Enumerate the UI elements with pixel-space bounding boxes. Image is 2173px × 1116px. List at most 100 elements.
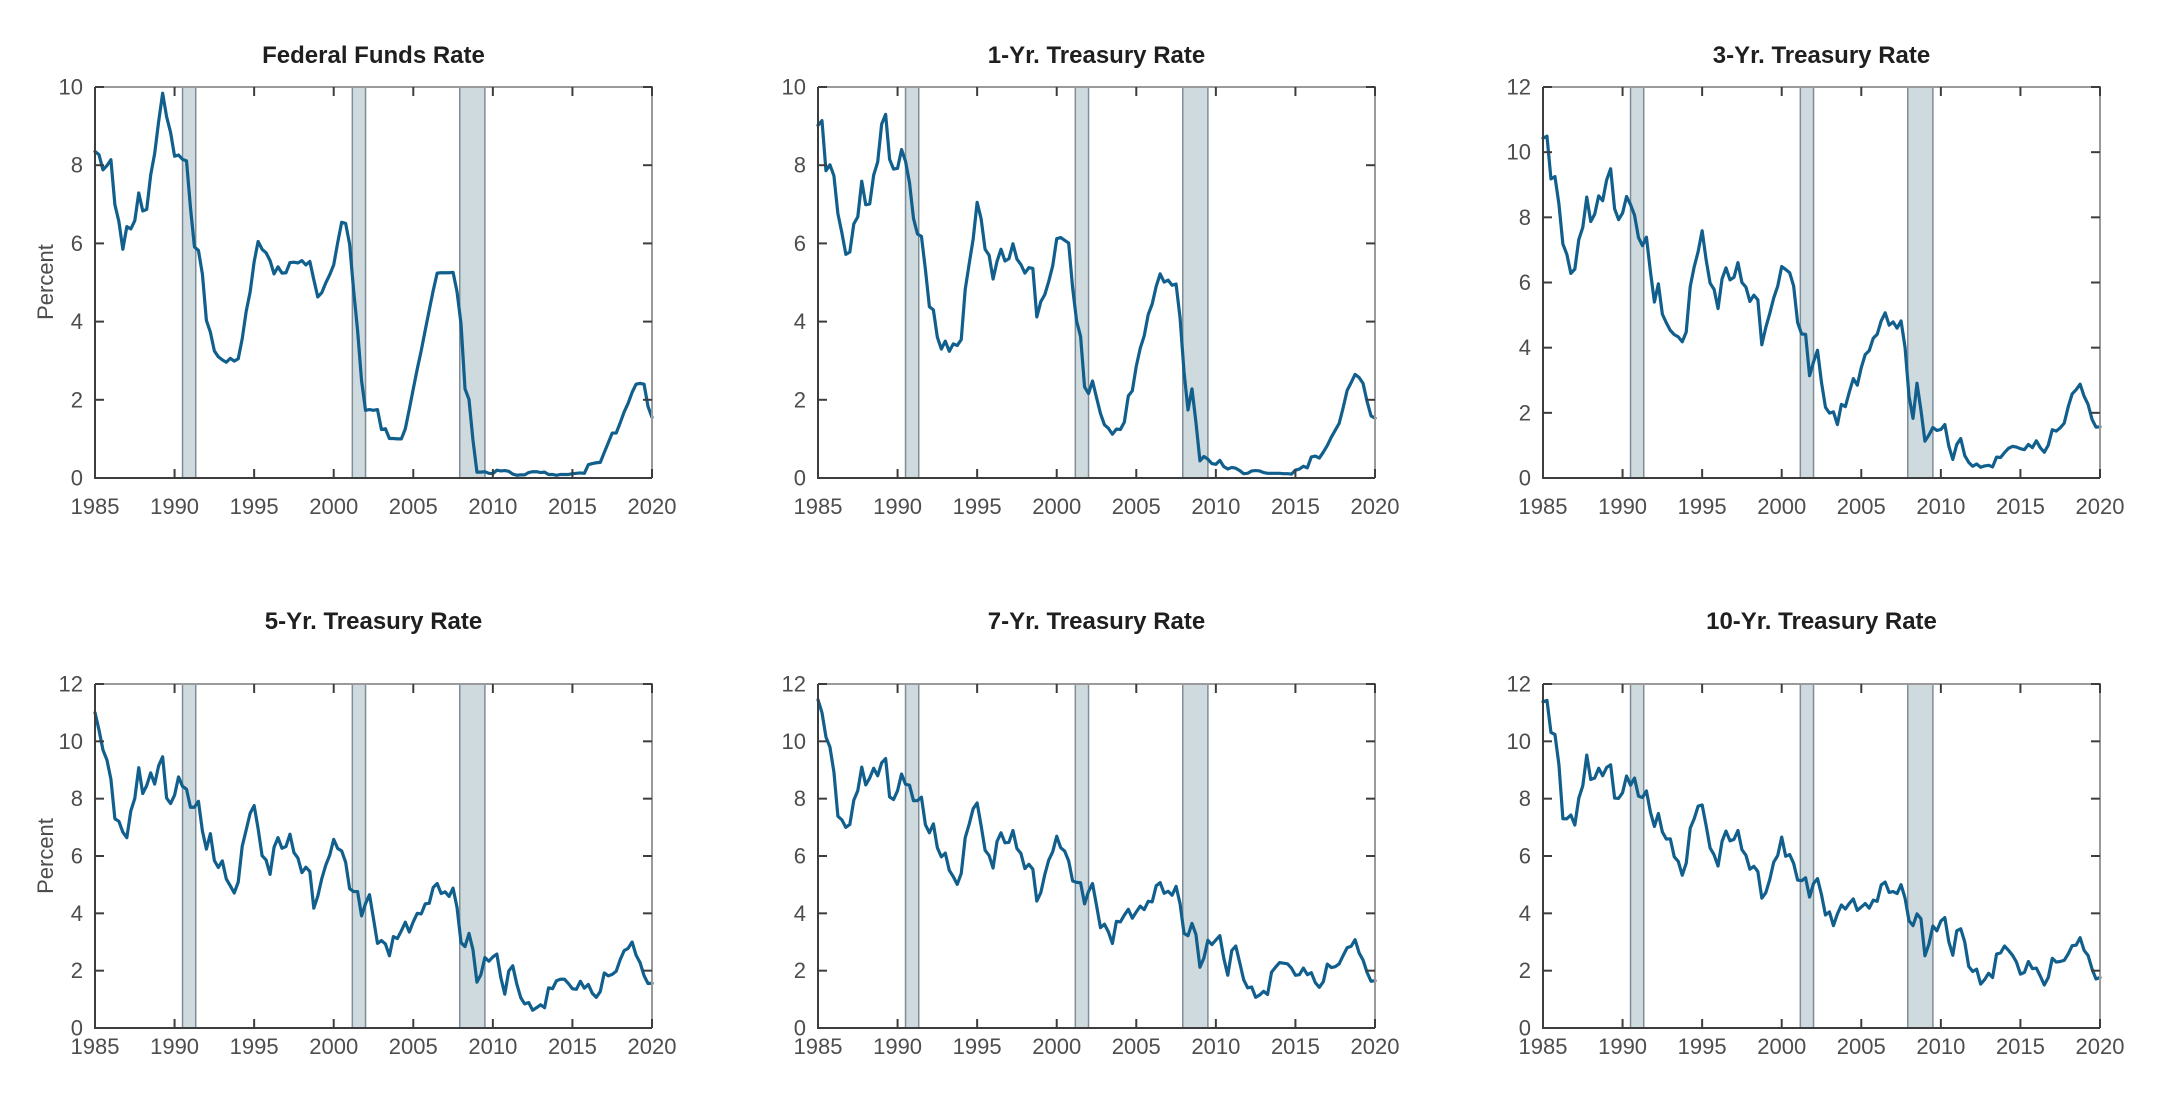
- plot-area-5yr-treasury: 1985 1990 1995 2000 2005 2010 2015 2020 0 2 4 6 8 10 1…: [59, 672, 677, 1059]
- x-tick-label: 2010: [468, 1034, 517, 1059]
- y-tick-label: 10: [782, 729, 806, 754]
- chart-title: Federal Funds Rate: [262, 42, 485, 69]
- x-tick-label: 2010: [468, 494, 517, 519]
- axes-box-top-right: [818, 683, 1376, 1028]
- y-tick-label: 6: [1519, 270, 1531, 295]
- x-tick-label: 1985: [71, 494, 120, 519]
- x-tick-label: 2020: [1351, 1034, 1400, 1059]
- x-tick-label: 2010: [1916, 494, 1965, 519]
- subplot-10yr-treasury-rate: 10-Yr. Treasury Rate 1985 1990 1995 2000 200…: [1448, 558, 2173, 1116]
- recession-band: [1907, 684, 1933, 1028]
- x-tick-label: 2020: [2076, 1034, 2125, 1059]
- x-tick-label: 2010: [1916, 1034, 1965, 1059]
- x-tick-label: 2000: [1757, 494, 1806, 519]
- rate-series-line: [93, 91, 654, 477]
- recession-band: [459, 87, 485, 478]
- x-tick-label: 1985: [794, 1034, 843, 1059]
- y-tick-label: 8: [1519, 786, 1531, 811]
- y-tick-label: 2: [71, 958, 83, 983]
- subplot-3yr-treasury-rate: 3-Yr. Treasury Rate 1985 1990 1995 2000 2005…: [1448, 0, 2173, 558]
- y-tick-label: 4: [794, 309, 806, 334]
- x-tick-label: 1985: [794, 494, 843, 519]
- recession-band: [182, 87, 196, 478]
- plot-area-7yr-treasury: 1985 1990 1995 2000 2005 2010 2015 2020 0 2 4 6 8 10 1…: [782, 672, 1400, 1059]
- axes-box-top-right: [1543, 86, 2101, 478]
- y-tick-label: 8: [1519, 205, 1531, 230]
- x-tick-label: 2020: [1351, 494, 1400, 519]
- y-tick-label: 10: [1507, 729, 1531, 754]
- plot-area-10yr-treasury: 1985 1990 1995 2000 2005 2010 2015 2020 0 2 4 6 8 10 1…: [1507, 672, 2125, 1059]
- x-tick-label: 1985: [71, 1034, 120, 1059]
- y-tick-label: 6: [794, 231, 806, 256]
- rate-series-line: [1541, 134, 2102, 469]
- y-tick-label: 2: [71, 387, 83, 412]
- x-tick-label: 1990: [150, 494, 199, 519]
- x-tick-label: 2015: [548, 494, 597, 519]
- axes-box-top-right: [95, 683, 653, 1028]
- y-tick-label: 10: [59, 729, 83, 754]
- y-tick-label: 12: [782, 672, 806, 697]
- y-tick-label: 8: [71, 786, 83, 811]
- axes-box-left-bottom: [817, 684, 1375, 1029]
- subplot-1yr-treasury-rate: 1-Yr. Treasury Rate 1985 1990 1995 2000 2005…: [723, 0, 1448, 558]
- rate-series-line: [816, 112, 1377, 476]
- rate-series-line: [1541, 698, 2102, 987]
- recession-band: [1630, 684, 1644, 1028]
- x-tick-label: 1995: [230, 494, 279, 519]
- subplot-federal-funds-rate: Federal Funds Rate Percent 1985 1990 1995 2…: [0, 0, 725, 558]
- y-tick-label: 0: [71, 466, 83, 491]
- x-tick-label: 1995: [953, 494, 1002, 519]
- x-tick-label: 2020: [628, 1034, 677, 1059]
- x-tick-label: 2010: [1191, 1034, 1240, 1059]
- x-tick-label: 2005: [389, 1034, 438, 1059]
- y-tick-label: 0: [71, 1016, 83, 1041]
- y-tick-label: 10: [782, 75, 806, 100]
- chart-title: 3-Yr. Treasury Rate: [1712, 42, 1931, 69]
- y-tick-label: 4: [794, 901, 806, 926]
- x-tick-label: 1995: [1678, 1034, 1727, 1059]
- x-tick-label: 1985: [1519, 494, 1568, 519]
- y-tick-label: 8: [794, 153, 806, 178]
- recession-band: [1800, 87, 1814, 478]
- chart-title: 7-Yr. Treasury Rate: [987, 608, 1206, 635]
- y-tick-label: 2: [794, 958, 806, 983]
- x-tick-label: 2015: [1271, 494, 1320, 519]
- x-tick-label: 2000: [1032, 1034, 1081, 1059]
- x-tick-label: 1990: [873, 1034, 922, 1059]
- x-tick-label: 2005: [1112, 1034, 1161, 1059]
- recession-band: [1182, 684, 1208, 1028]
- subplot-5yr-treasury-rate: 5-Yr. Treasury Rate Percent 1985 1990 1995…: [0, 558, 725, 1116]
- plot-area-1yr-treasury: 1985 1990 1995 2000 2005 2010 2015 2020 0 2 4 6 8 10: [782, 75, 1400, 519]
- plot-area-federal-funds: 1985 1990 1995 2000 2005 2010 2015 2020 0 2 4 6 8 10: [59, 75, 677, 519]
- y-tick-label: 12: [1507, 75, 1531, 100]
- y-tick-label: 2: [794, 387, 806, 412]
- y-tick-label: 12: [59, 672, 83, 697]
- axes-box-left-bottom: [1542, 87, 2100, 479]
- x-tick-label: 2015: [548, 1034, 597, 1059]
- y-tick-label: 0: [1519, 466, 1531, 491]
- x-tick-label: 2000: [1757, 1034, 1806, 1059]
- x-tick-label: 2015: [1996, 1034, 2045, 1059]
- y-tick-label: 10: [59, 75, 83, 100]
- recession-band: [182, 684, 196, 1028]
- axes-box-left-bottom: [1542, 684, 2100, 1029]
- recession-band: [1075, 87, 1089, 478]
- y-tick-label: 0: [794, 1016, 806, 1041]
- y-tick-label: 12: [1507, 672, 1531, 697]
- y-tick-label: 0: [1519, 1016, 1531, 1041]
- x-tick-label: 2005: [389, 494, 438, 519]
- axes-box-left-bottom: [94, 684, 652, 1029]
- x-tick-label: 1990: [1598, 494, 1647, 519]
- y-tick-label: 0: [794, 466, 806, 491]
- y-tick-label: 4: [1519, 901, 1531, 926]
- x-tick-label: 2005: [1837, 1034, 1886, 1059]
- recession-band: [905, 684, 919, 1028]
- axes-box-top-right: [1543, 683, 2101, 1028]
- x-tick-label: 2000: [309, 494, 358, 519]
- chart-title: 5-Yr. Treasury Rate: [264, 608, 483, 635]
- subplot-7yr-treasury-rate: 7-Yr. Treasury Rate 1985 1990 1995 2000 2005…: [723, 558, 1448, 1116]
- y-tick-label: 6: [71, 844, 83, 869]
- rate-series-line: [93, 711, 654, 1012]
- axes-box-top-right: [95, 86, 653, 478]
